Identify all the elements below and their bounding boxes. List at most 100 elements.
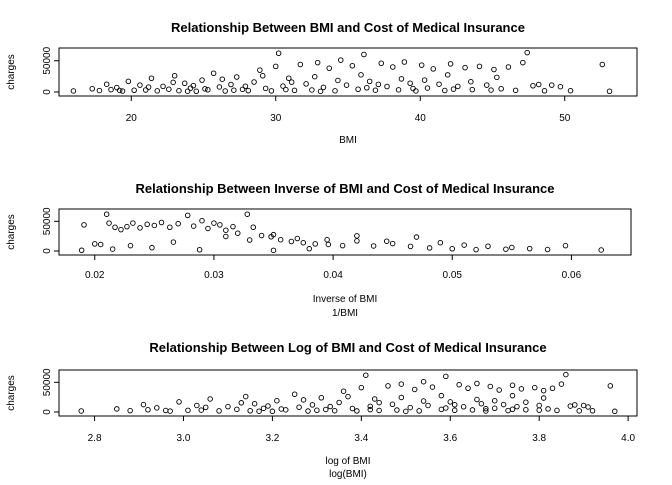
data-point xyxy=(158,219,165,226)
data-point xyxy=(256,408,262,414)
data-point xyxy=(205,86,211,93)
data-point xyxy=(451,407,458,414)
data-point xyxy=(469,407,476,413)
data-point xyxy=(222,88,228,94)
data-point xyxy=(300,239,307,246)
chart-title: Relationship Between Log of BMI and Cost… xyxy=(149,340,546,355)
data-point xyxy=(444,72,451,78)
data-point xyxy=(468,78,474,85)
data-point xyxy=(514,403,520,410)
data-point xyxy=(407,80,413,86)
data-point xyxy=(524,49,530,56)
data-point xyxy=(363,372,369,378)
data-point xyxy=(540,395,547,401)
data-point xyxy=(116,87,123,94)
data-point xyxy=(465,385,471,392)
data-point xyxy=(536,402,542,409)
x-axis-label: Inverse of BMI xyxy=(313,294,377,305)
data-point xyxy=(142,87,149,93)
data-point xyxy=(217,222,223,228)
data-point xyxy=(503,246,509,252)
data-point xyxy=(314,407,320,414)
data-point xyxy=(535,81,542,88)
data-point xyxy=(398,381,405,387)
data-point xyxy=(294,235,301,242)
data-point xyxy=(354,408,360,414)
data-point xyxy=(447,399,454,405)
data-point xyxy=(343,82,350,88)
data-point xyxy=(563,371,569,378)
data-point xyxy=(210,70,217,76)
data-point xyxy=(167,224,173,230)
data-point xyxy=(531,384,538,391)
data-point xyxy=(361,51,367,58)
data-point xyxy=(154,405,160,411)
data-point xyxy=(149,244,155,251)
data-point xyxy=(167,408,173,414)
data-point xyxy=(166,86,172,92)
data-point xyxy=(114,406,120,412)
data-point xyxy=(184,88,191,94)
data-point xyxy=(523,399,529,405)
data-point xyxy=(383,238,390,244)
data-point xyxy=(450,86,457,92)
data-point xyxy=(426,245,433,251)
data-point xyxy=(274,397,280,404)
data-point xyxy=(78,408,84,414)
data-point xyxy=(181,80,188,86)
data-point xyxy=(131,87,137,93)
data-point xyxy=(544,246,551,253)
data-point xyxy=(437,239,444,246)
data-point xyxy=(325,241,332,248)
x-axis-label: log of BMI xyxy=(325,456,370,467)
data-point xyxy=(303,81,309,87)
x-tick-label: 0.05 xyxy=(443,270,463,281)
data-point xyxy=(265,403,271,409)
data-point xyxy=(251,79,257,85)
data-point xyxy=(371,396,378,402)
x-tick-label: 0.06 xyxy=(562,270,582,281)
data-point xyxy=(144,221,150,228)
data-point xyxy=(473,246,479,253)
data-point xyxy=(474,396,480,403)
data-point xyxy=(340,388,347,394)
data-point xyxy=(487,383,494,390)
data-point xyxy=(234,230,241,236)
data-point xyxy=(364,84,370,91)
data-point xyxy=(291,87,298,94)
data-point xyxy=(449,245,456,252)
x-tick-label: 3.2 xyxy=(265,433,279,444)
data-point xyxy=(270,231,277,238)
x-tick-label: 0.03 xyxy=(204,270,224,281)
data-point xyxy=(572,402,578,408)
data-point xyxy=(96,87,103,94)
data-point xyxy=(424,85,431,91)
x-tick-label: 40 xyxy=(415,113,427,124)
data-point xyxy=(223,227,229,233)
data-point xyxy=(536,407,542,413)
data-point xyxy=(407,404,413,411)
data-point xyxy=(389,240,396,247)
data-point xyxy=(176,87,182,94)
x-axis-label: BMI xyxy=(339,135,357,146)
data-point xyxy=(509,244,515,251)
data-point xyxy=(309,87,315,93)
chart-title: Relationship Between BMI and Cost of Med… xyxy=(171,20,525,35)
data-point xyxy=(278,406,285,412)
data-point xyxy=(349,63,356,69)
data-point xyxy=(314,59,321,66)
data-point xyxy=(483,408,489,414)
data-point xyxy=(171,72,178,79)
data-point xyxy=(523,406,529,413)
data-point xyxy=(476,63,483,70)
data-point xyxy=(430,66,437,72)
data-point xyxy=(312,241,318,247)
data-point xyxy=(366,78,373,85)
data-point xyxy=(485,243,491,249)
data-point xyxy=(326,65,332,71)
data-point xyxy=(268,88,275,94)
x-tick-label: 30 xyxy=(270,113,282,124)
data-point xyxy=(324,236,330,243)
